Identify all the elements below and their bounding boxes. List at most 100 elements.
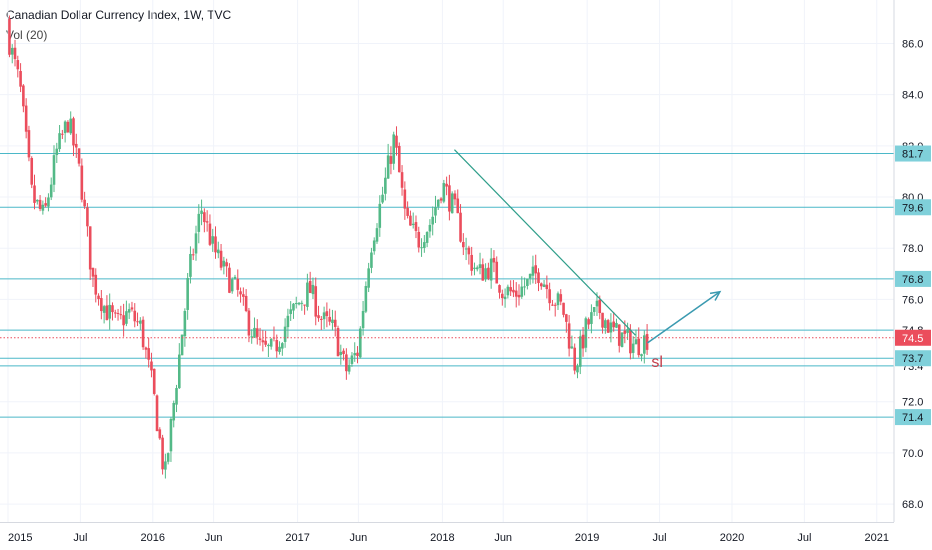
candle-body — [528, 273, 532, 279]
candle-body — [63, 121, 67, 134]
candle-body — [417, 231, 421, 248]
candle-body — [86, 207, 89, 227]
candle-body — [386, 155, 390, 179]
time-tick-label: 2015 — [8, 532, 32, 544]
candle-body — [459, 212, 462, 242]
candle-body — [643, 335, 646, 354]
candle-body — [545, 284, 549, 290]
candle-body — [200, 210, 203, 214]
candle-body — [250, 336, 253, 338]
candle-body — [233, 276, 237, 279]
candle-body — [147, 348, 150, 360]
time-tick-label: Jul — [653, 532, 667, 544]
level-label-bg — [895, 145, 931, 162]
time-tick-label: Jun — [494, 532, 512, 544]
candle-body — [434, 207, 437, 216]
time-tick-label: Jun — [350, 532, 368, 544]
candle-body — [242, 294, 245, 297]
candle-body — [473, 267, 476, 269]
candle-body — [239, 291, 242, 295]
candle-body — [108, 304, 111, 319]
candle-body — [320, 318, 323, 320]
candle-body — [222, 260, 226, 267]
projection-arrow-head — [709, 290, 722, 301]
candle-body — [400, 172, 404, 188]
candle-body — [506, 286, 510, 296]
candle-body — [102, 306, 106, 313]
time-tick-label: 2018 — [430, 532, 454, 544]
candle-body — [158, 429, 162, 439]
candle-body — [41, 204, 45, 211]
candle-body — [166, 453, 170, 462]
time-tick-label: 2020 — [720, 532, 744, 544]
volume-indicator-label[interactable]: Vol (20) — [6, 28, 48, 42]
candle-body — [286, 315, 290, 328]
candle-body — [384, 177, 387, 194]
candle-body — [336, 327, 340, 357]
candle-body — [22, 85, 25, 107]
candle-body — [503, 296, 507, 300]
candle-body — [512, 289, 515, 293]
candle-body — [559, 294, 563, 302]
stop-loss-annotation: sl — [651, 354, 663, 371]
price-tick-label: 70.0 — [902, 448, 923, 460]
candle-body — [308, 281, 312, 293]
candle-body — [150, 361, 153, 371]
candle-body — [24, 105, 28, 132]
candle-body — [311, 284, 315, 295]
candle-body — [556, 293, 560, 306]
candle-body — [219, 250, 223, 268]
candle-body — [361, 311, 365, 329]
candle-body — [428, 224, 432, 232]
candle-body — [97, 295, 100, 300]
candle-body — [211, 236, 215, 244]
candle-body — [358, 328, 362, 358]
candle-body — [623, 330, 627, 334]
candle-body — [264, 340, 267, 345]
candle-body — [127, 309, 131, 313]
candle-body — [83, 199, 86, 207]
candle-body — [69, 118, 73, 134]
candle-body — [347, 364, 351, 372]
time-tick-label: 2019 — [575, 532, 599, 544]
candle-body — [317, 315, 320, 319]
level-label-bg — [895, 270, 931, 287]
candle-body — [172, 403, 176, 421]
candle-body — [30, 158, 34, 185]
candle-body — [462, 242, 465, 248]
candle-body — [119, 314, 123, 316]
candle-body — [470, 254, 473, 271]
candle-body — [592, 307, 596, 312]
candle-body — [537, 272, 540, 284]
candle-body — [133, 310, 137, 322]
candle-body — [300, 302, 304, 304]
candle-body — [197, 213, 201, 232]
candle-body — [370, 252, 373, 268]
candle-body — [409, 215, 412, 226]
time-tick-label: 2016 — [141, 532, 165, 544]
candle-body — [297, 302, 301, 305]
level-label: 81.7 — [902, 149, 923, 161]
candle-body — [169, 418, 173, 452]
candle-body — [189, 253, 192, 277]
candle-body — [645, 334, 649, 350]
candle-body — [345, 354, 348, 372]
time-tick-label: Jul — [797, 532, 811, 544]
candle-body — [178, 354, 181, 389]
candle-body — [339, 351, 343, 355]
candle-body — [77, 148, 81, 164]
candle-body — [414, 222, 418, 231]
price-tick-label: 72.0 — [902, 397, 923, 409]
candle-body — [342, 350, 345, 354]
candle-body — [548, 289, 551, 304]
candle-body — [292, 303, 295, 311]
candle-body — [423, 242, 426, 248]
candle-body — [375, 228, 379, 242]
candle-body — [498, 285, 501, 293]
candle-body — [567, 323, 571, 349]
candle-body — [478, 264, 482, 269]
candle-body — [381, 194, 384, 203]
candle-body — [136, 321, 139, 323]
candle-body — [598, 299, 602, 314]
